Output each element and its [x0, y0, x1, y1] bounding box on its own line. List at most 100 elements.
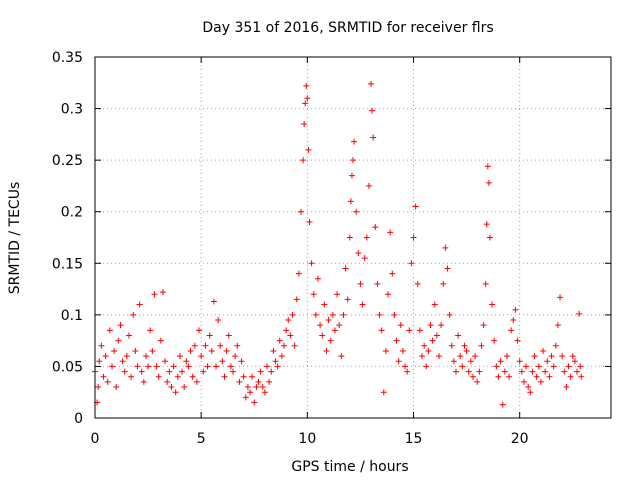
data-point	[172, 389, 179, 396]
data-point	[191, 342, 198, 349]
data-point	[531, 353, 538, 360]
data-point	[501, 368, 508, 375]
data-point	[340, 311, 347, 318]
x-tick-label: 20	[511, 431, 529, 447]
data-point	[374, 280, 381, 287]
data-point	[427, 322, 434, 329]
data-point	[540, 347, 547, 354]
data-point	[213, 363, 220, 370]
data-point	[346, 234, 353, 241]
data-point	[149, 347, 156, 354]
data-point	[280, 342, 287, 349]
data-point	[210, 298, 217, 305]
data-point	[542, 368, 549, 375]
data-point	[469, 373, 476, 380]
data-point	[525, 384, 532, 391]
data-point	[397, 322, 404, 329]
data-point	[406, 327, 413, 334]
data-point	[108, 363, 115, 370]
data-point	[344, 296, 351, 303]
data-point	[134, 363, 141, 370]
data-point	[102, 353, 109, 360]
data-point	[514, 337, 521, 344]
data-point	[497, 358, 504, 365]
data-point	[450, 358, 457, 365]
data-point	[372, 224, 379, 231]
data-point	[577, 363, 584, 370]
data-point	[113, 384, 120, 391]
x-axis-label: GPS time / hours	[291, 459, 408, 475]
data-point	[232, 353, 239, 360]
data-point	[402, 363, 409, 370]
data-point	[270, 347, 277, 354]
data-point	[510, 317, 517, 324]
data-points	[92, 80, 585, 408]
data-point	[181, 384, 188, 391]
data-point	[348, 172, 355, 179]
data-point	[331, 327, 338, 334]
data-point	[329, 311, 336, 318]
data-point	[391, 311, 398, 318]
data-point	[423, 363, 430, 370]
data-point	[147, 327, 154, 334]
data-point	[157, 337, 164, 344]
data-point	[419, 353, 426, 360]
data-point	[569, 353, 576, 360]
data-point	[238, 358, 245, 365]
data-point	[266, 378, 273, 385]
data-point	[100, 373, 107, 380]
data-point	[128, 373, 135, 380]
data-point	[98, 342, 105, 349]
data-point	[255, 378, 262, 385]
data-point	[516, 358, 523, 365]
data-point	[387, 229, 394, 236]
data-point	[359, 301, 366, 308]
y-tick-label: 0.15	[52, 256, 83, 272]
data-point	[162, 358, 169, 365]
data-point	[399, 347, 406, 354]
data-point	[455, 332, 462, 339]
data-point	[274, 363, 281, 370]
data-point	[493, 363, 500, 370]
data-point	[236, 378, 243, 385]
data-point	[285, 317, 292, 324]
data-point	[452, 368, 459, 375]
data-point	[168, 384, 175, 391]
data-point	[506, 373, 513, 380]
y-tick-label: 0.25	[52, 153, 83, 169]
data-point	[183, 358, 190, 365]
data-point	[561, 368, 568, 375]
data-point	[523, 363, 530, 370]
data-point	[287, 332, 294, 339]
data-point	[548, 353, 555, 360]
data-point	[306, 219, 313, 226]
data-point	[357, 280, 364, 287]
data-point	[563, 384, 570, 391]
data-point	[408, 260, 415, 267]
chart-title: Day 351 of 2016, SRMTID for receiver flr…	[202, 20, 493, 36]
data-point	[240, 373, 247, 380]
data-point	[480, 322, 487, 329]
plot-frame	[94, 56, 612, 419]
data-point	[416, 327, 423, 334]
data-point	[336, 322, 343, 329]
data-point	[444, 265, 451, 272]
data-point	[529, 368, 536, 375]
data-point	[300, 157, 307, 164]
data-point	[257, 368, 264, 375]
data-point	[363, 234, 370, 241]
data-point	[225, 332, 232, 339]
data-point	[378, 327, 385, 334]
data-point	[136, 301, 143, 308]
data-point	[508, 327, 515, 334]
data-point	[414, 280, 421, 287]
data-point	[312, 311, 319, 318]
data-point	[544, 358, 551, 365]
data-point	[249, 373, 256, 380]
data-point	[130, 311, 137, 318]
data-point	[389, 270, 396, 277]
data-point	[518, 368, 525, 375]
data-point	[295, 270, 302, 277]
data-point	[533, 373, 540, 380]
